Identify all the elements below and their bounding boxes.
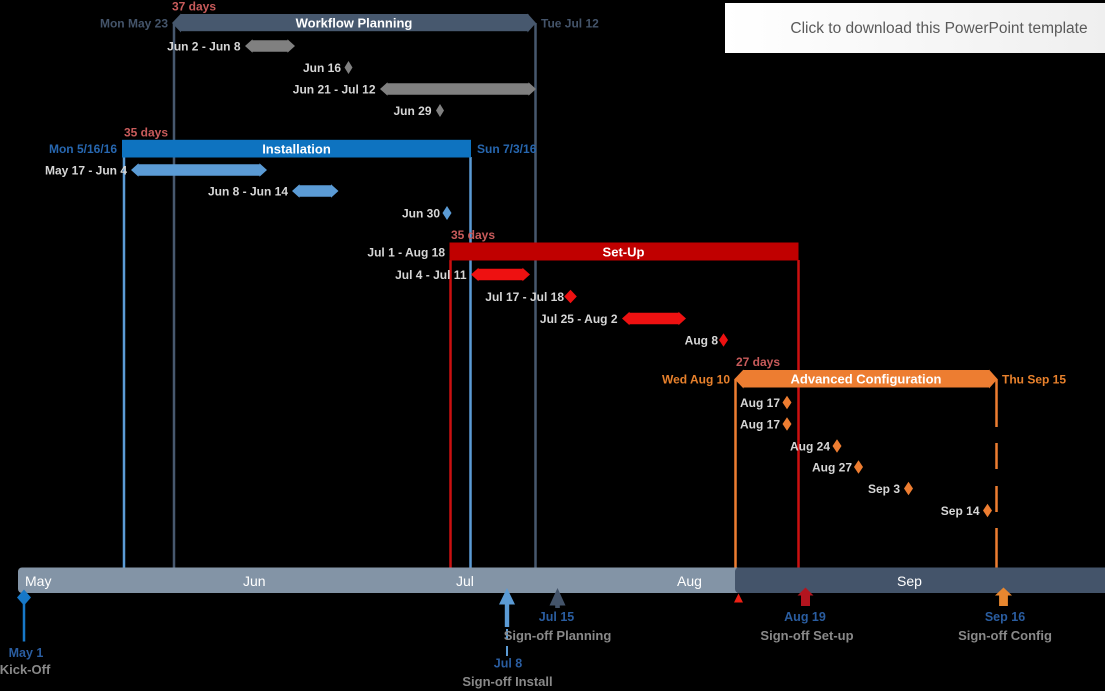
svg-text:Installation: Installation bbox=[262, 142, 331, 157]
svg-text:Jun 30: Jun 30 bbox=[402, 206, 440, 220]
svg-text:Jun 2 - Jun 8: Jun 2 - Jun 8 bbox=[167, 39, 241, 53]
svg-text:Aug 24: Aug 24 bbox=[790, 439, 830, 453]
svg-text:May 1: May 1 bbox=[9, 646, 44, 660]
svg-text:Jul 1 - Aug 18: Jul 1 - Aug 18 bbox=[367, 245, 445, 259]
svg-text:Sign-off Set-up: Sign-off Set-up bbox=[760, 628, 853, 643]
svg-text:Kick-Off: Kick-Off bbox=[0, 662, 51, 677]
svg-text:May 17 - Jun 4: May 17 - Jun 4 bbox=[45, 163, 127, 177]
svg-text:35 days: 35 days bbox=[124, 126, 168, 140]
svg-text:Mon May 23: Mon May 23 bbox=[100, 16, 168, 30]
svg-text:27 days: 27 days bbox=[736, 355, 780, 369]
svg-text:Jul: Jul bbox=[456, 573, 474, 589]
svg-text:Sun 7/3/16: Sun 7/3/16 bbox=[477, 142, 537, 156]
svg-text:May: May bbox=[25, 573, 51, 589]
svg-text:Aug 17: Aug 17 bbox=[740, 417, 780, 431]
svg-text:Jun 16: Jun 16 bbox=[303, 61, 341, 75]
svg-text:Aug 17: Aug 17 bbox=[740, 396, 780, 410]
svg-text:Jul 15: Jul 15 bbox=[539, 610, 574, 624]
svg-text:Aug 27: Aug 27 bbox=[812, 460, 852, 474]
svg-text:Aug: Aug bbox=[677, 573, 702, 589]
svg-text:Workflow Planning: Workflow Planning bbox=[296, 16, 413, 31]
svg-text:Mon 5/16/16: Mon 5/16/16 bbox=[49, 142, 117, 156]
svg-text:Sep 3: Sep 3 bbox=[868, 482, 900, 496]
svg-text:Jun 8 - Jun 14: Jun 8 - Jun 14 bbox=[208, 184, 288, 198]
svg-text:Jul 8: Jul 8 bbox=[494, 657, 523, 671]
svg-text:Sep 16: Sep 16 bbox=[985, 610, 1025, 624]
svg-text:Advanced Configuration: Advanced Configuration bbox=[791, 372, 942, 387]
svg-text:Jul 17 - Jul 18: Jul 17 - Jul 18 bbox=[485, 290, 564, 304]
svg-text:37 days: 37 days bbox=[172, 0, 216, 14]
svg-text:Thu Sep 15: Thu Sep 15 bbox=[1002, 372, 1066, 386]
svg-text:Jun 21 - Jul 12: Jun 21 - Jul 12 bbox=[293, 82, 376, 96]
svg-text:Aug 19: Aug 19 bbox=[784, 610, 826, 624]
svg-text:Jun 29: Jun 29 bbox=[393, 104, 431, 118]
svg-text:Jun: Jun bbox=[243, 573, 266, 589]
svg-text:Set-Up: Set-Up bbox=[603, 245, 645, 260]
svg-text:Sep 14: Sep 14 bbox=[941, 504, 980, 518]
svg-text:Click to download this PowerPo: Click to download this PowerPoint templa… bbox=[790, 20, 1087, 37]
svg-text:Wed Aug 10: Wed Aug 10 bbox=[662, 372, 730, 386]
svg-text:Tue Jul 12: Tue Jul 12 bbox=[541, 16, 599, 30]
svg-text:Sign-off Config: Sign-off Config bbox=[958, 628, 1052, 643]
svg-text:Sep: Sep bbox=[897, 573, 922, 589]
svg-text:Sign-off Install: Sign-off Install bbox=[462, 674, 552, 689]
svg-text:35 days: 35 days bbox=[451, 228, 495, 242]
svg-text:Jul 4 - Jul 11: Jul 4 - Jul 11 bbox=[395, 268, 467, 282]
svg-text:Aug 8: Aug 8 bbox=[685, 333, 719, 347]
svg-text:Sign-off Planning: Sign-off Planning bbox=[504, 628, 612, 643]
svg-text:Jul 25 - Aug 2: Jul 25 - Aug 2 bbox=[540, 312, 618, 326]
